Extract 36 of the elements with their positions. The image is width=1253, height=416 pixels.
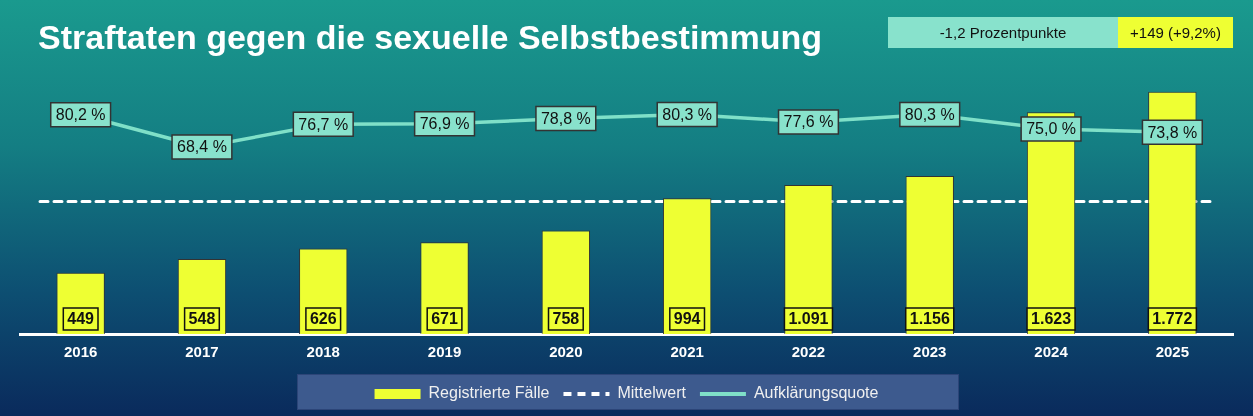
x-tick-label: 2022 <box>791 343 826 361</box>
x-tick-label: 2019 <box>427 343 462 361</box>
data-label: 671 <box>431 310 458 328</box>
data-label: 73,8 % <box>1147 123 1198 141</box>
x-tick-label: 2016 <box>63 343 98 361</box>
data-label: 68,4 % <box>177 138 227 156</box>
x-tick-label: 2023 <box>913 343 947 361</box>
data-label: 1.772 <box>1152 310 1193 328</box>
data-label: 758 <box>552 310 580 328</box>
data-label: 80,3 % <box>662 105 713 123</box>
data-label: 449 <box>67 310 95 328</box>
data-label: 76,9 % <box>419 115 470 133</box>
data-label: 1.091 <box>788 310 829 328</box>
data-label: 80,3 % <box>904 105 955 123</box>
legend-label: Registrierte Fälle <box>428 384 550 402</box>
data-label: 77,6 % <box>783 113 834 131</box>
x-tick-label: 2018 <box>306 343 340 361</box>
data-label: 78,8 % <box>540 110 591 128</box>
x-tick-label: 2017 <box>185 343 219 361</box>
x-tick-label: 2024 <box>1034 343 1069 361</box>
data-label: 80,2 % <box>55 106 106 124</box>
x-tick-label: 2025 <box>1155 343 1190 361</box>
data-label: 548 <box>188 310 216 328</box>
data-label: 1.156 <box>909 310 950 328</box>
text: -1,2 Prozentpunkte <box>888 17 1118 48</box>
data-label: 994 <box>673 310 701 328</box>
x-tick-label: 2021 <box>670 343 704 361</box>
legend-label: Mittelwert <box>617 384 687 402</box>
data-label: 1.623 <box>1031 310 1072 328</box>
legend-label: Aufklärungsquote <box>753 384 879 402</box>
text: +149 (+9,2%) <box>1118 17 1233 48</box>
data-label: 626 <box>309 310 337 328</box>
data-label: 75,0 % <box>1026 120 1076 138</box>
data-label: 76,7 % <box>298 115 349 133</box>
x-tick-label: 2020 <box>549 343 583 361</box>
chart-title: Straftaten gegen die sexuelle Selbstbestimmung <box>38 18 823 57</box>
